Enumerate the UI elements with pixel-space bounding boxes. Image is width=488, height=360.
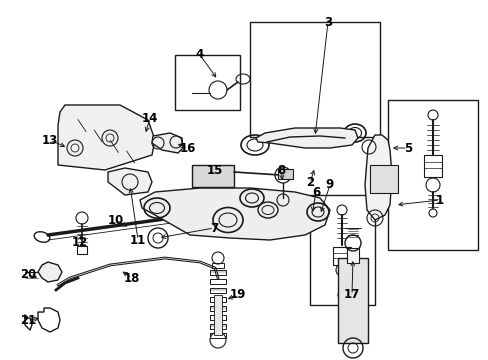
Bar [387,100,477,250]
Text: 13: 13 [42,134,58,147]
Bar [332,247,350,265]
Text: 20: 20 [20,269,36,282]
Bar [309,195,374,305]
Polygon shape [152,133,183,153]
Text: 8: 8 [276,163,285,176]
Bar [369,165,397,193]
Bar [337,258,367,343]
Bar [209,315,225,320]
Text: 12: 12 [72,235,88,248]
Text: 2: 2 [305,176,313,189]
Text: 18: 18 [123,271,140,284]
Text: 11: 11 [130,234,146,247]
Bar [278,169,292,179]
Bar [209,279,225,284]
Bar [214,295,222,335]
Text: 5: 5 [403,141,411,154]
Polygon shape [108,168,152,195]
Bar [209,270,225,275]
Bar [209,297,225,302]
Text: 1: 1 [435,194,443,207]
Bar [209,324,225,329]
Bar [209,333,225,338]
Bar [423,155,441,177]
Polygon shape [364,135,391,220]
Polygon shape [38,262,62,282]
Polygon shape [140,188,329,240]
Text: 4: 4 [196,49,203,62]
Polygon shape [58,105,155,170]
Text: 9: 9 [325,179,333,192]
Polygon shape [256,128,357,148]
Bar [192,165,234,187]
Text: 10: 10 [108,213,124,226]
Bar [209,306,225,311]
Text: 17: 17 [343,288,359,302]
Bar [77,246,87,254]
Text: 6: 6 [311,185,320,198]
Bar [175,55,240,110]
Text: 15: 15 [206,163,223,176]
Text: 16: 16 [180,141,196,154]
Bar [249,22,379,137]
Bar [209,288,225,293]
Text: 3: 3 [323,15,331,28]
Text: 21: 21 [20,314,36,327]
Text: 14: 14 [142,112,158,125]
Bar [346,248,358,263]
Text: 7: 7 [209,221,218,234]
Text: 19: 19 [229,288,245,302]
Bar [212,263,224,268]
